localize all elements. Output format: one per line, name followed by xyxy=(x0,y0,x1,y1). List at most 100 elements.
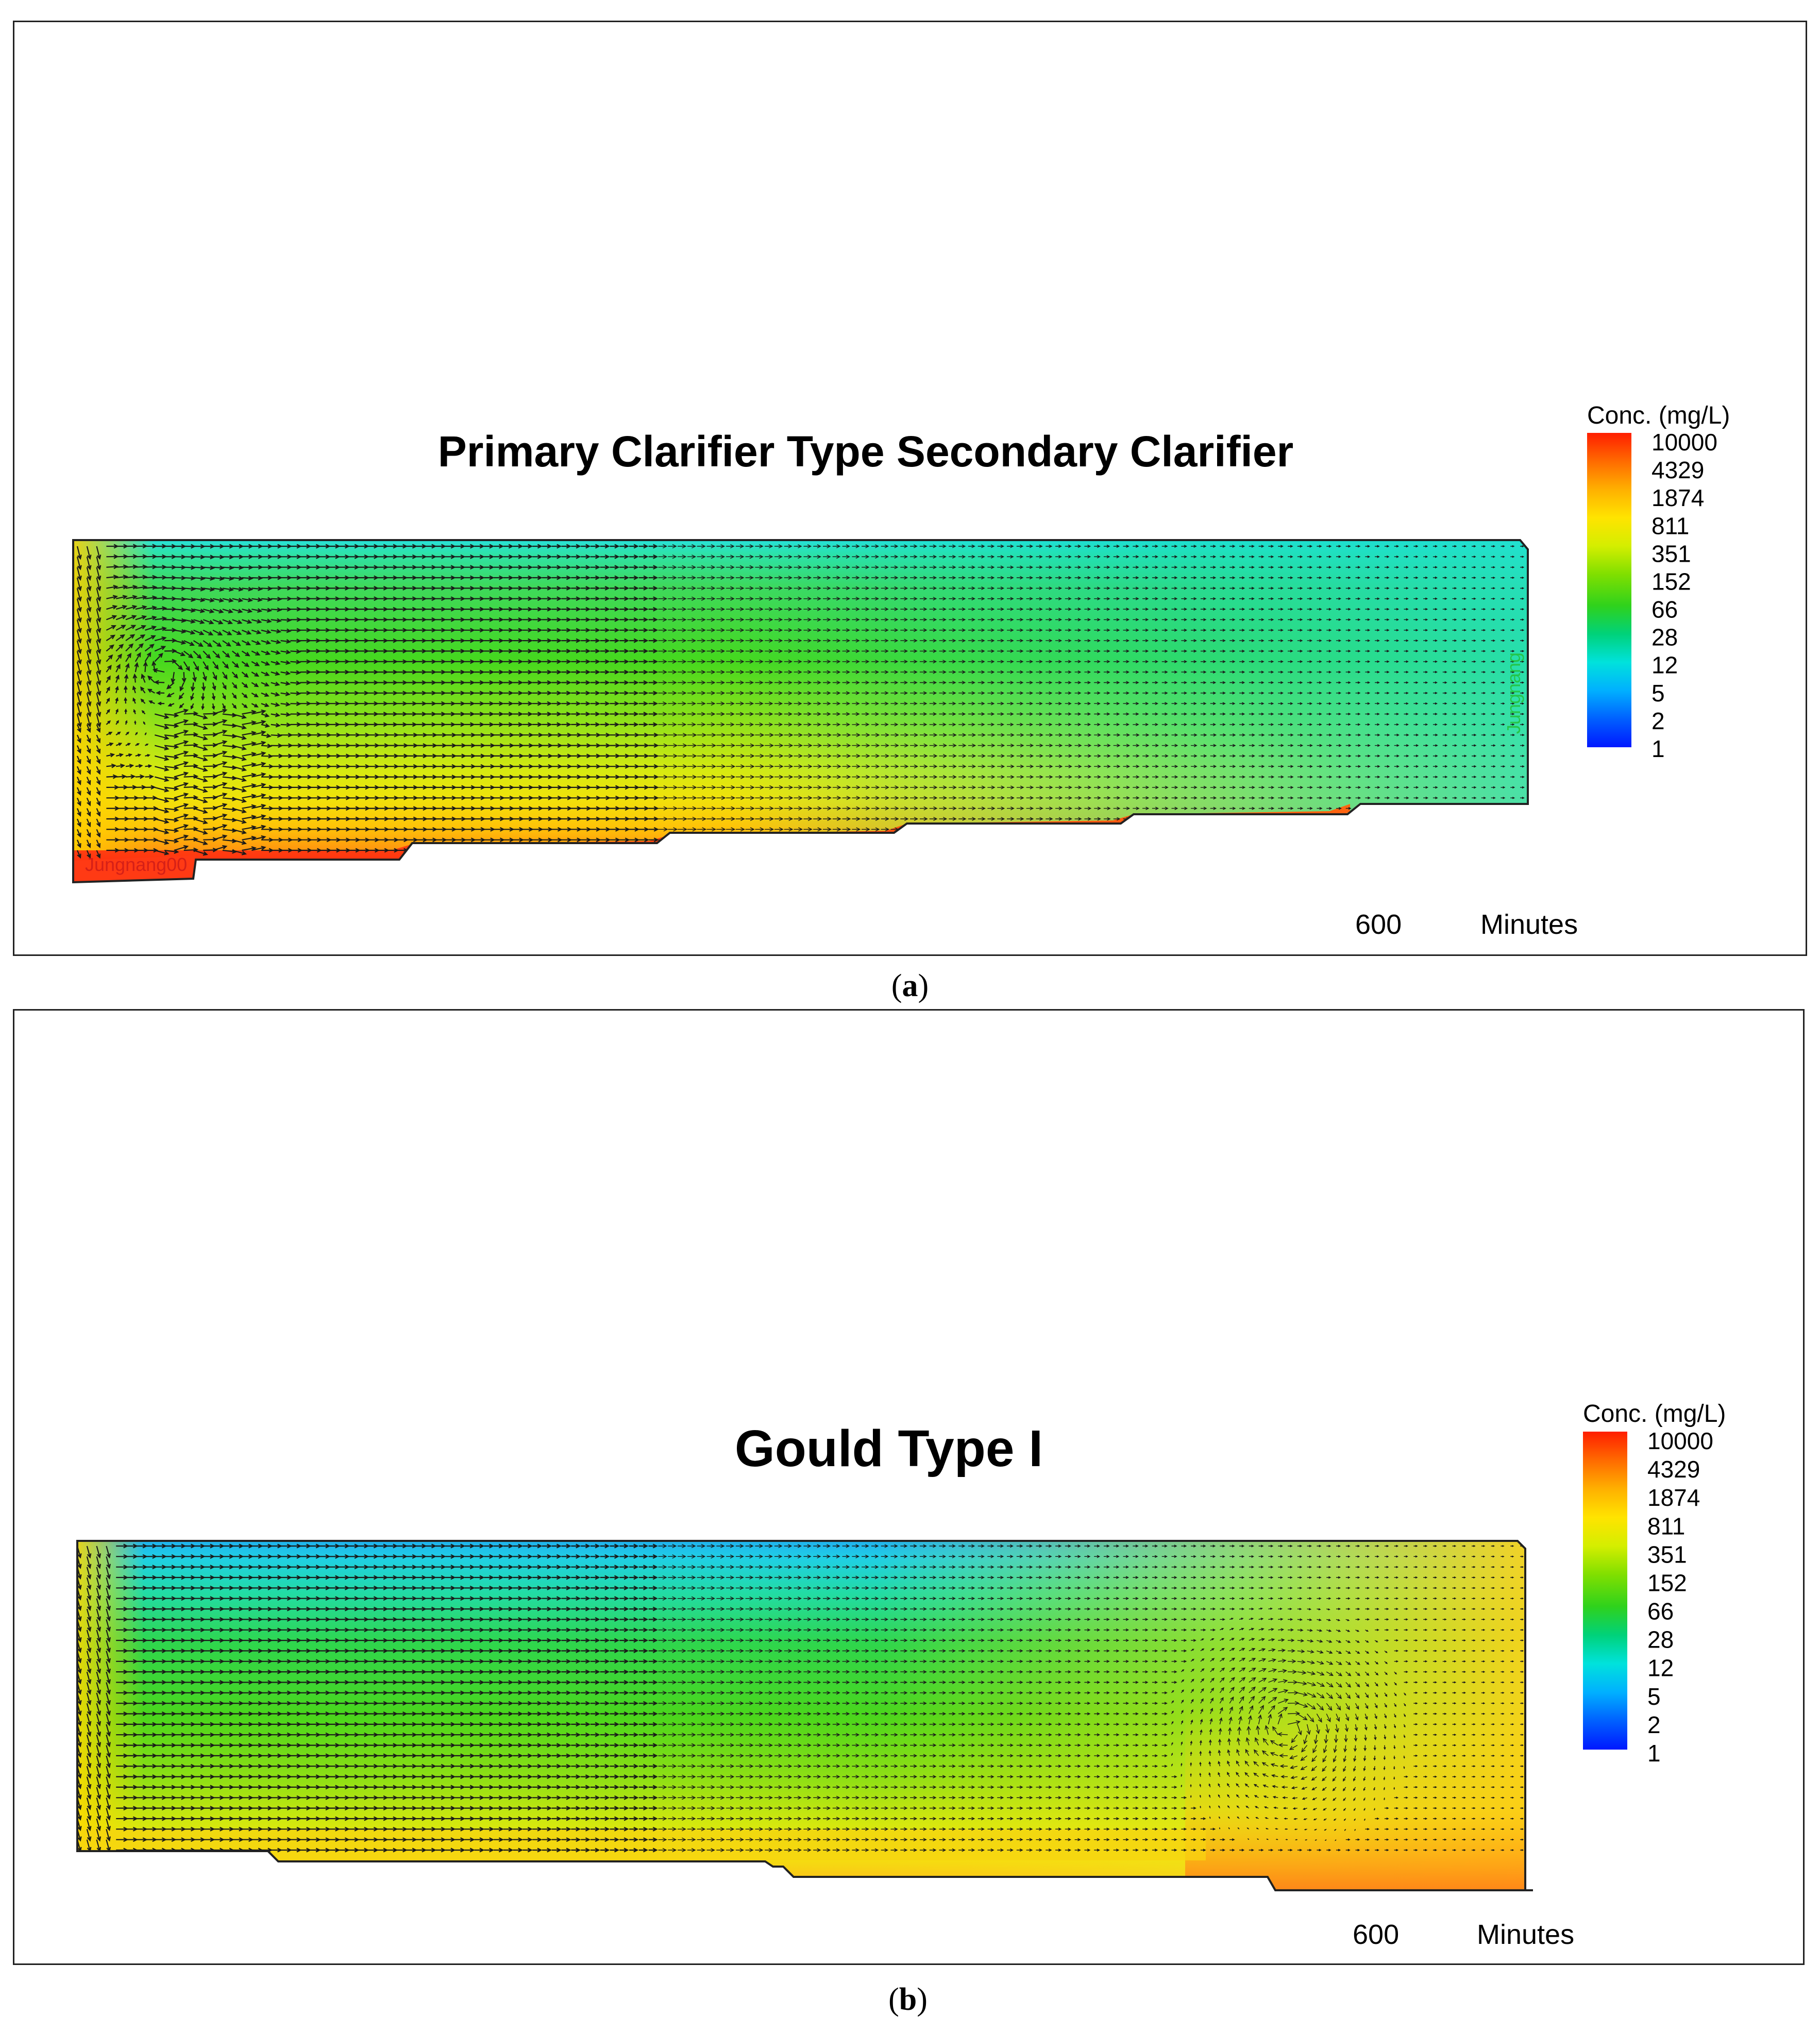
velocity-vector xyxy=(1181,545,1188,548)
velocity-vector xyxy=(706,628,716,632)
velocity-vector xyxy=(1133,817,1140,821)
velocity-vector xyxy=(591,565,600,570)
velocity-vector xyxy=(1345,566,1351,569)
velocity-vector xyxy=(958,827,967,832)
velocity-vector xyxy=(484,628,495,633)
velocity-vector xyxy=(949,827,957,832)
velocity-vector xyxy=(1452,576,1457,579)
velocity-vector xyxy=(1413,555,1419,558)
velocity-vector xyxy=(619,565,630,570)
velocity-vector xyxy=(1384,576,1390,579)
velocity-vector xyxy=(561,575,571,580)
velocity-vector xyxy=(193,608,206,613)
velocity-vector xyxy=(1229,628,1236,632)
velocity-vector xyxy=(949,544,956,548)
velocity-vector xyxy=(1084,639,1091,643)
velocity-vector xyxy=(1055,544,1063,548)
velocity-vector xyxy=(1413,807,1419,810)
velocity-vector xyxy=(1462,608,1467,611)
velocity-vector xyxy=(464,585,475,591)
velocity-vector xyxy=(1520,597,1525,600)
velocity-vector xyxy=(1036,565,1043,569)
velocity-vector xyxy=(784,639,793,643)
velocity-vector xyxy=(271,629,282,634)
velocity-vector xyxy=(813,628,821,632)
velocity-vector xyxy=(1171,586,1178,590)
velocity-vector xyxy=(716,837,726,842)
velocity-vector xyxy=(1307,629,1313,632)
velocity-vector xyxy=(1171,565,1178,569)
velocity-vector xyxy=(251,597,263,602)
velocity-vector xyxy=(726,639,735,643)
velocity-vector xyxy=(1336,817,1342,820)
velocity-vector xyxy=(1133,608,1139,611)
velocity-vector xyxy=(1036,827,1043,831)
velocity-vector xyxy=(1210,555,1217,559)
velocity-vector xyxy=(1423,828,1429,831)
velocity-vector xyxy=(716,544,725,549)
velocity-vector xyxy=(929,565,937,569)
velocity-vector xyxy=(1481,587,1486,590)
velocity-vector xyxy=(1336,555,1342,558)
velocity-vector xyxy=(494,554,504,559)
velocity-vector xyxy=(968,555,975,559)
velocity-vector xyxy=(658,575,667,580)
velocity-vector xyxy=(1007,555,1014,559)
velocity-vector xyxy=(1239,628,1245,632)
velocity-vector xyxy=(406,565,417,570)
velocity-vector xyxy=(1007,639,1014,643)
velocity-vector xyxy=(591,554,600,559)
velocity-vector xyxy=(271,640,281,644)
velocity-vector xyxy=(106,584,119,590)
velocity-vector xyxy=(987,827,996,832)
velocity-vector xyxy=(561,544,571,549)
velocity-vector xyxy=(1229,848,1236,852)
velocity-vector xyxy=(871,597,880,601)
velocity-vector xyxy=(426,565,437,570)
velocity-vector xyxy=(1404,618,1409,621)
velocity-vector xyxy=(513,628,524,633)
velocity-vector xyxy=(910,628,918,632)
velocity-vector xyxy=(1413,608,1419,611)
velocity-vector xyxy=(222,619,233,625)
velocity-vector xyxy=(687,837,697,842)
velocity-vector xyxy=(1510,817,1515,820)
velocity-vector xyxy=(968,586,975,590)
velocity-vector xyxy=(1423,545,1428,548)
velocity-vector xyxy=(1152,555,1158,559)
velocity-vector xyxy=(1258,639,1265,642)
velocity-vector xyxy=(1065,827,1072,831)
velocity-vector xyxy=(1501,608,1505,611)
velocity-vector xyxy=(1384,838,1390,842)
velocity-vector xyxy=(1191,838,1198,842)
velocity-vector xyxy=(1161,618,1168,622)
velocity-vector xyxy=(1181,576,1188,579)
velocity-vector xyxy=(978,837,986,842)
velocity-vector xyxy=(542,638,552,643)
velocity-vector xyxy=(823,628,831,632)
velocity-vector xyxy=(532,848,544,853)
velocity-vector xyxy=(1472,587,1476,590)
velocity-vector xyxy=(842,848,851,853)
velocity-vector xyxy=(697,565,706,569)
velocity-vector xyxy=(1220,817,1226,821)
velocity-vector xyxy=(1297,608,1303,611)
velocity-vector xyxy=(794,848,803,853)
velocity-vector xyxy=(852,544,860,548)
velocity-vector xyxy=(910,639,918,643)
velocity-vector xyxy=(1491,828,1496,831)
velocity-vector xyxy=(1307,639,1313,642)
velocity-vector xyxy=(1404,807,1409,810)
velocity-vector xyxy=(832,848,841,853)
velocity-vector xyxy=(503,544,514,549)
velocity-vector xyxy=(1278,608,1284,611)
velocity-vector xyxy=(1394,597,1400,600)
velocity-vector xyxy=(1220,618,1226,622)
velocity-vector xyxy=(464,554,475,559)
velocity-vector xyxy=(76,557,82,570)
velocity-vector xyxy=(755,555,764,559)
velocity-vector xyxy=(678,555,687,559)
velocity-vector xyxy=(1258,828,1265,831)
velocity-vector xyxy=(551,596,562,601)
velocity-vector xyxy=(1084,827,1092,831)
